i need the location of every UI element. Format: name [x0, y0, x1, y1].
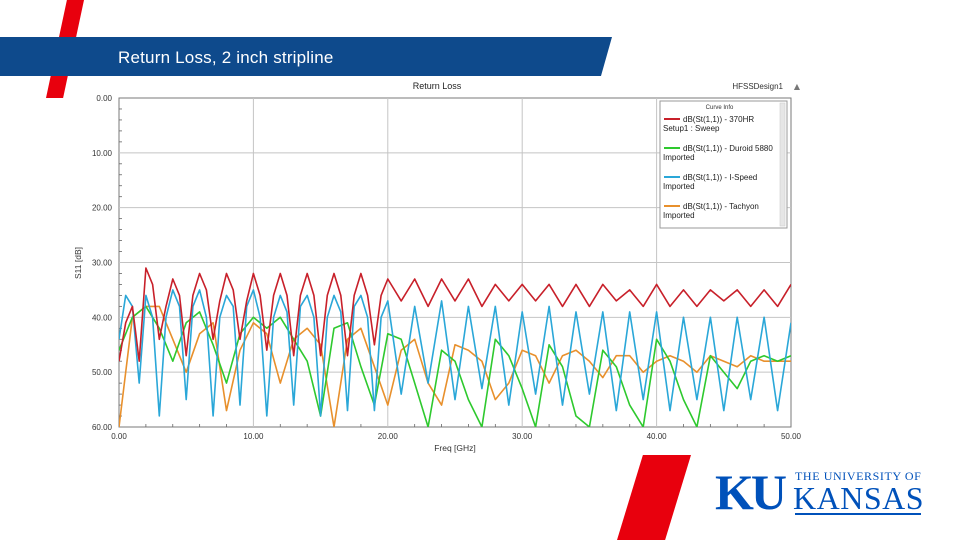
legend-entry-1: dB(St(1,1)) - Duroid 5880	[683, 144, 773, 153]
y-tick-label: 30.00	[92, 259, 113, 268]
ku-logo-letters: KU	[715, 464, 787, 520]
x-axis-label: Freq [GHz]	[434, 443, 476, 453]
legend-entry-0: dB(St(1,1)) - 370HR	[683, 115, 754, 124]
legend-entry-3: dB(St(1,1)) - Tachyon	[683, 202, 759, 211]
series-line-3	[119, 305, 791, 427]
y-tick-label: 0.00	[96, 94, 112, 103]
x-tick-label: 20.00	[378, 432, 399, 441]
legend-entry-sub-2: Imported	[663, 182, 695, 191]
series-line-0	[119, 267, 791, 363]
legend-entry-sub-1: Imported	[663, 153, 695, 162]
legend-entry-sub-0: Setup1 : Sweep	[663, 124, 720, 133]
design-label: HFSSDesign1	[732, 82, 783, 91]
y-tick-label: 10.00	[92, 149, 113, 158]
ku-logo-university-line: THE UNIVERSITY OF	[795, 469, 922, 483]
chart-title: Return Loss	[413, 81, 462, 91]
y-tick-label: 20.00	[92, 204, 113, 213]
y-tick-label: 40.00	[92, 313, 113, 322]
legend-title: Curve Info	[706, 105, 734, 111]
title-bar	[0, 37, 612, 76]
x-tick-label: 10.00	[243, 432, 264, 441]
x-tick-label: 30.00	[512, 432, 533, 441]
x-tick-label: 40.00	[647, 432, 668, 441]
y-axis-label: S11 [dB]	[73, 247, 83, 279]
slide-title: Return Loss, 2 inch stripline	[118, 48, 334, 67]
x-tick-label: 0.00	[111, 432, 127, 441]
legend-scrollbar	[779, 102, 786, 227]
x-tick-label: 50.00	[781, 432, 802, 441]
ku-logo-rule	[795, 513, 921, 515]
y-tick-label: 60.00	[92, 423, 113, 432]
ku-logo: KU THE UNIVERSITY OF KANSAS	[715, 466, 925, 522]
legend-box	[659, 100, 788, 229]
y-tick-label: 50.00	[92, 368, 113, 377]
ku-logo-name-line: KANSAS	[793, 480, 925, 516]
legend-entry-sub-3: Imported	[663, 211, 695, 220]
legend-entry-2: dB(St(1,1)) - I-Speed	[683, 173, 757, 182]
series-line-1	[119, 305, 791, 427]
collapse-arrow-icon: ▲	[794, 82, 801, 91]
series-line-2	[119, 289, 791, 417]
